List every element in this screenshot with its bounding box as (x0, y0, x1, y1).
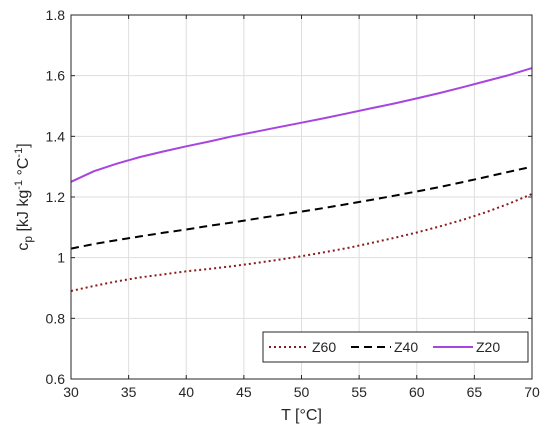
x-tick-label: 55 (351, 384, 367, 400)
y-tick-label: 1.2 (46, 189, 66, 205)
y-tick-label: 1.6 (46, 68, 66, 84)
series-line-z60 (70, 193, 533, 292)
y-label-unit-mid: °C (15, 158, 32, 180)
series-layer (70, 67, 533, 292)
x-tick-label: 35 (121, 384, 137, 400)
legend-label-z20: Z20 (476, 339, 500, 355)
tick-labels: 30 35 40 45 50 55 60 65 70 0.6 0.8 1 1.2 1.4 1.6 1.8 (46, 7, 540, 400)
ticks (70, 14, 533, 380)
y-label-exponent-1: -1 (13, 180, 25, 190)
x-tick-label: 40 (178, 384, 194, 400)
x-axis-label: T [°C] (281, 407, 322, 424)
y-tick-label: 1 (57, 250, 65, 266)
x-tick-label: 65 (467, 384, 483, 400)
legend-label-z40: Z40 (394, 339, 418, 355)
y-label-base: c (15, 243, 32, 251)
y-label-unit-pre: [kJ kg (15, 190, 32, 236)
series-line-z20 (70, 67, 533, 183)
y-tick-label: 1.8 (46, 7, 66, 23)
legend-box (262, 331, 529, 363)
y-label-unit-post: ] (15, 143, 32, 147)
x-tick-label: 45 (236, 384, 252, 400)
x-tick-label: 30 (63, 384, 79, 400)
y-tick-label: 0.8 (46, 310, 66, 326)
y-axis-label: cp [kJ kg-1 °C-1] (13, 143, 35, 250)
legend: Z60 Z40 Z20 (262, 331, 529, 363)
x-tick-label: 50 (294, 384, 310, 400)
x-tick-label: 60 (409, 384, 425, 400)
y-label-subscript: p (21, 236, 35, 243)
x-tick-label: 70 (524, 384, 540, 400)
legend-label-z60: Z60 (312, 339, 336, 355)
y-tick-label: 0.6 (46, 371, 66, 387)
y-tick-label: 1.4 (46, 128, 66, 144)
y-label-exponent-2: -1 (13, 148, 25, 158)
